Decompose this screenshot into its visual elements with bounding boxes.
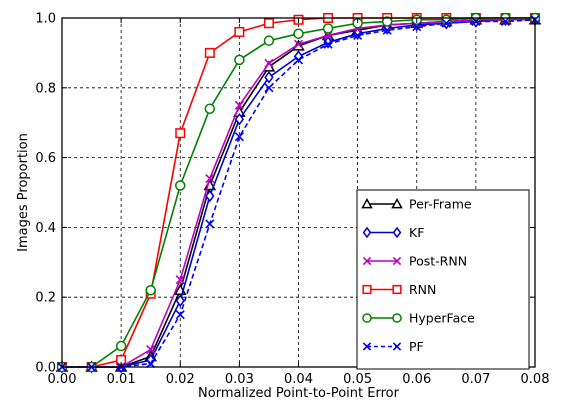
legend: Per-Frame KF Post-RNN RNN HyperFace PF bbox=[356, 189, 530, 370]
data-point bbox=[412, 22, 422, 32]
y-axis-label: Images Proportion bbox=[16, 133, 31, 252]
legend-marker bbox=[361, 197, 373, 209]
y-tick-label: 0.6 bbox=[35, 151, 56, 166]
x-axis-label: Normalized Point-to-Point Error bbox=[198, 386, 400, 401]
data-point bbox=[441, 18, 451, 28]
legend-marker bbox=[392, 226, 402, 239]
data-point bbox=[234, 100, 244, 110]
data-point bbox=[264, 58, 274, 68]
legend-marker bbox=[362, 342, 372, 351]
legend-marker bbox=[391, 197, 403, 209]
data-point bbox=[234, 132, 244, 142]
data-point bbox=[205, 173, 215, 184]
data-point bbox=[145, 284, 156, 296]
x-tick-label: 0.01 bbox=[107, 372, 136, 387]
legend-marker bbox=[362, 226, 372, 239]
y-tick-label: 0.4 bbox=[35, 221, 56, 236]
legend-label: HyperFace bbox=[409, 311, 475, 326]
legend-label: PF bbox=[409, 339, 424, 354]
legend-marker bbox=[362, 256, 372, 266]
data-point bbox=[204, 47, 215, 58]
legend-label: Post-RNN bbox=[409, 254, 467, 269]
data-point bbox=[146, 358, 156, 369]
data-point bbox=[175, 180, 186, 191]
data-point bbox=[175, 310, 185, 320]
data-point bbox=[175, 294, 185, 307]
data-point bbox=[263, 18, 274, 29]
data-point bbox=[234, 26, 245, 37]
data-point bbox=[322, 23, 334, 34]
legend-marker bbox=[392, 313, 402, 323]
x-tick-label: 0.03 bbox=[225, 372, 254, 387]
tick-labels: 0.00 0.01 0.02 0.03 0.04 0.05 0.06 0.07 0.08 0.0 0… bbox=[35, 12, 549, 388]
x-tick-label: 0.00 bbox=[48, 372, 77, 387]
data-point bbox=[205, 219, 215, 229]
data-point bbox=[205, 189, 215, 203]
data-point bbox=[234, 54, 245, 66]
legend-marker bbox=[392, 342, 402, 351]
x-tick-label: 0.08 bbox=[521, 372, 550, 387]
legend-marker bbox=[392, 284, 402, 295]
y-tick-label: 1.0 bbox=[35, 12, 56, 27]
data-point bbox=[234, 112, 245, 126]
data-point bbox=[381, 16, 393, 27]
legend-label: KF bbox=[409, 225, 424, 240]
data-point bbox=[353, 30, 363, 41]
data-point bbox=[146, 344, 156, 355]
x-tick-label: 0.02 bbox=[166, 372, 195, 387]
data-point bbox=[500, 16, 511, 27]
x-tick-label: 0.07 bbox=[461, 372, 490, 387]
legend-label: RNN bbox=[409, 282, 436, 297]
legend-box bbox=[356, 189, 530, 370]
x-tick-label: 0.05 bbox=[343, 372, 372, 387]
series-pf bbox=[57, 15, 540, 372]
legend-marker bbox=[362, 313, 372, 323]
data-point bbox=[293, 28, 304, 39]
series-line bbox=[62, 18, 536, 368]
y-tick-label: 0.0 bbox=[35, 361, 56, 376]
data-point bbox=[175, 128, 186, 139]
x-tick-label: 0.06 bbox=[402, 372, 431, 387]
x-tick-label: 0.04 bbox=[284, 372, 313, 387]
data-point bbox=[204, 103, 216, 114]
data-point bbox=[264, 71, 274, 84]
data-point bbox=[115, 340, 127, 352]
data-point bbox=[175, 275, 185, 285]
data-point bbox=[293, 55, 304, 65]
data-point bbox=[323, 39, 333, 49]
data-point bbox=[382, 25, 392, 35]
y-tick-label: 0.8 bbox=[35, 81, 56, 96]
legend-marker bbox=[362, 284, 372, 295]
data-point bbox=[264, 83, 274, 93]
y-tick-label: 0.2 bbox=[35, 291, 56, 306]
data-point bbox=[263, 35, 275, 46]
legend-marker bbox=[392, 256, 402, 266]
data-point bbox=[293, 39, 304, 49]
legend-label: Per-Frame bbox=[409, 197, 472, 212]
